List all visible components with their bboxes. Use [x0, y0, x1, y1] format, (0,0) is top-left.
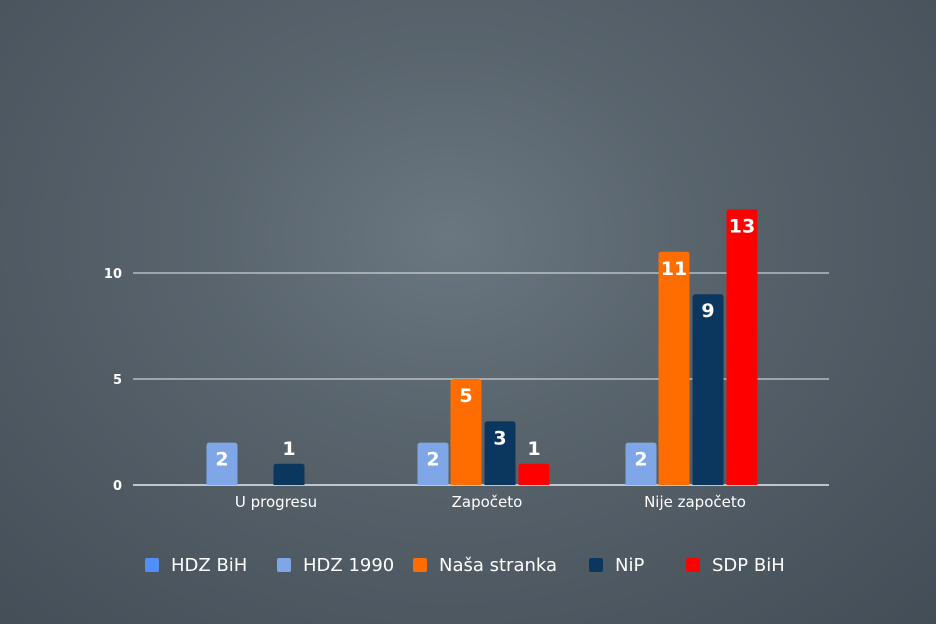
y-tick-label: 0	[113, 479, 122, 494]
legend-item: HDZ BiH	[145, 555, 247, 576]
data-label: 1	[282, 438, 295, 460]
x-category-label: U progresu	[235, 493, 317, 511]
y-tick-label: 10	[104, 267, 122, 282]
data-label: 13	[729, 215, 755, 237]
legend-swatch	[413, 558, 427, 572]
legend: HDZ BiH HDZ 1990 Naša stranka NiP SDP BiH	[145, 555, 785, 576]
bar	[658, 251, 690, 485]
bars	[206, 209, 758, 485]
bar	[518, 463, 550, 485]
legend-swatch	[589, 558, 603, 572]
data-label: 3	[493, 427, 506, 449]
legend-label: Naša stranka	[439, 555, 557, 576]
data-label: 1	[527, 438, 540, 460]
bar	[484, 421, 516, 485]
legend-item: SDP BiH	[686, 555, 785, 576]
data-label: 9	[701, 300, 714, 322]
bar	[206, 442, 238, 485]
bar	[417, 442, 449, 485]
legend-item: Naša stranka	[413, 555, 557, 576]
legend-item: HDZ 1990	[277, 555, 394, 576]
bar	[625, 442, 657, 485]
legend-label: NiP	[615, 555, 644, 576]
legend-swatch	[277, 558, 291, 572]
legend-swatch	[145, 558, 159, 572]
bar	[273, 463, 305, 485]
data-label: 2	[426, 449, 439, 471]
data-label: 2	[634, 449, 647, 471]
y-axis-ticks: 0 5 10	[104, 267, 122, 494]
y-tick-label: 5	[113, 373, 122, 388]
data-label: 11	[661, 258, 687, 280]
legend-label: SDP BiH	[712, 555, 785, 576]
bar	[450, 379, 482, 485]
x-category-label: Nije započeto	[644, 493, 746, 511]
x-axis-categories: U progresu Započeto Nije započeto	[235, 493, 746, 511]
bar	[692, 294, 724, 485]
x-category-label: Započeto	[452, 493, 523, 511]
legend-swatch	[686, 558, 700, 572]
data-label: 2	[215, 449, 228, 471]
legend-label: HDZ BiH	[171, 555, 247, 576]
legend-item: NiP	[589, 555, 644, 576]
bar	[726, 209, 758, 485]
legend-label: HDZ 1990	[303, 555, 394, 576]
data-label: 5	[459, 385, 472, 407]
